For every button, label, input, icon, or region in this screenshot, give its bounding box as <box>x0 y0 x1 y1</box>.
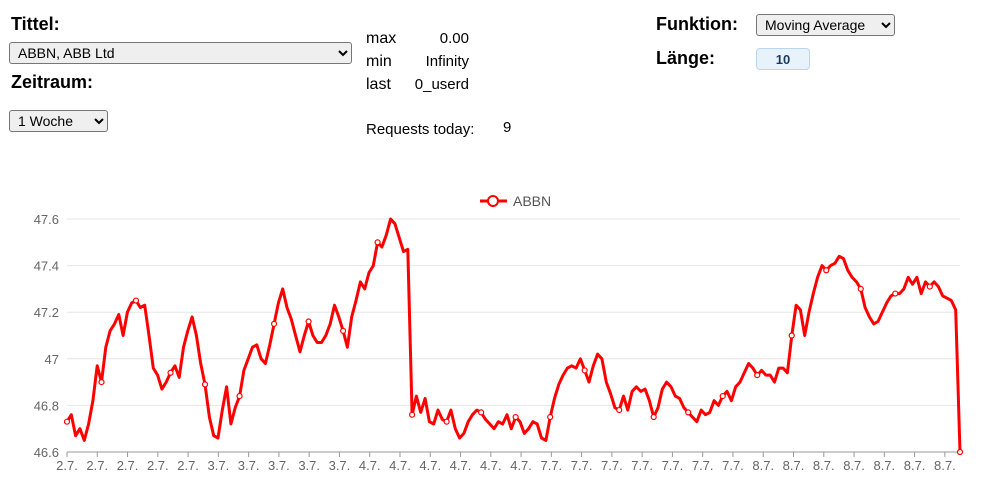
x-tick-label: 8.7. <box>843 458 865 473</box>
title-label: Tittel: <box>11 14 60 34</box>
data-point <box>616 406 623 414</box>
length-input[interactable] <box>756 48 810 70</box>
period-label: Zeitraum: <box>11 72 94 92</box>
series-group <box>63 217 964 456</box>
data-point <box>512 413 519 421</box>
requests-value: 9 <box>503 119 512 136</box>
chart-legend[interactable]: ABBN <box>480 193 551 209</box>
x-tick-label: 4.7. <box>450 458 472 473</box>
max-label: max <box>366 30 397 47</box>
x-axis: 2.7. 2.7. 2.7. 2.7. 2.7. 3.7. 3.7. 3.7. 3.7. 3.7.… <box>56 452 956 473</box>
x-tick-label: 4.7. <box>480 458 502 473</box>
data-point <box>201 381 209 388</box>
x-tick-label: 3.7. <box>208 458 230 473</box>
data-point <box>956 448 964 456</box>
data-point <box>339 327 347 334</box>
x-tick-label: 3.7. <box>238 458 260 473</box>
requests-label: Requests today: <box>366 121 475 138</box>
data-point <box>443 418 450 425</box>
x-tick-label: 8.7. <box>813 458 835 473</box>
data-point <box>823 267 830 274</box>
data-point <box>305 318 312 325</box>
data-point <box>547 413 554 421</box>
max-value: 0.00 <box>439 30 469 47</box>
data-point <box>892 290 899 297</box>
data-point <box>98 379 105 386</box>
x-tick-label: 7.7. <box>662 458 684 473</box>
data-point <box>926 283 933 290</box>
y-tick-label: 47.4 <box>34 259 59 274</box>
x-tick-label: 2.7. <box>147 458 169 473</box>
data-point <box>236 392 243 400</box>
data-point <box>132 297 140 304</box>
x-tick-label: 7.7. <box>722 458 744 473</box>
min-value: Infinity <box>425 53 469 70</box>
y-axis: 46.6 46.8 47 47.2 47.4 47.6 <box>34 212 59 460</box>
x-tick-label: 3.7. <box>298 458 320 473</box>
x-tick-label: 8.7. <box>873 458 895 473</box>
data-point <box>685 409 692 416</box>
data-point <box>63 418 71 425</box>
title-select[interactable]: ABBN, ABB Ltd <box>9 42 352 64</box>
x-tick-label: 2.7. <box>56 458 78 473</box>
x-tick-label: 2.7. <box>177 458 199 473</box>
legend-label: ABBN <box>513 193 551 209</box>
last-label: last <box>366 76 391 93</box>
legend-marker <box>487 195 499 207</box>
data-point <box>788 332 795 339</box>
series-line-abbn <box>65 217 962 453</box>
length-label: Länge: <box>656 48 716 68</box>
x-tick-label: 4.7. <box>510 458 532 473</box>
function-label: Funktion: <box>656 14 738 34</box>
data-point <box>581 367 588 374</box>
x-tick-label: 7.7. <box>631 458 653 473</box>
data-point <box>409 411 416 418</box>
x-tick-label: 8.7. <box>783 458 805 473</box>
data-point <box>650 413 657 421</box>
chart-grid <box>67 218 960 453</box>
y-tick-label: 46.8 <box>34 398 59 413</box>
x-tick-label: 7.7. <box>571 458 593 473</box>
data-point <box>478 409 485 416</box>
x-tick-label: 7.7. <box>692 458 714 473</box>
y-tick-label: 46.6 <box>34 445 59 460</box>
x-tick-label: 4.7. <box>389 458 411 473</box>
x-tick-label: 7.7. <box>540 458 562 473</box>
data-point <box>270 320 278 327</box>
x-tick-label: 3.7. <box>329 458 351 473</box>
x-tick-label: 4.7. <box>359 458 381 473</box>
x-tick-label: 7.7. <box>601 458 623 473</box>
data-point <box>719 392 726 400</box>
data-point <box>754 372 761 379</box>
x-tick-label: 8.7. <box>752 458 774 473</box>
period-select[interactable]: 1 Woche <box>9 110 108 132</box>
last-value: 0_userd <box>414 76 469 93</box>
x-tick-label: 2.7. <box>86 458 108 473</box>
function-select[interactable]: Moving Average <box>756 14 895 36</box>
y-tick-label: 47.6 <box>34 212 59 227</box>
x-tick-label: 8.7. <box>934 458 956 473</box>
y-tick-label: 47.2 <box>34 305 59 320</box>
x-tick-label: 2.7. <box>117 458 139 473</box>
y-tick-label: 47 <box>45 352 59 367</box>
data-point <box>374 239 381 246</box>
min-label: min <box>366 53 392 70</box>
x-tick-label: 8.7. <box>904 458 926 473</box>
data-point <box>857 285 864 293</box>
x-tick-label: 3.7. <box>268 458 290 473</box>
x-tick-label: 4.7. <box>419 458 441 473</box>
data-point <box>167 369 174 376</box>
